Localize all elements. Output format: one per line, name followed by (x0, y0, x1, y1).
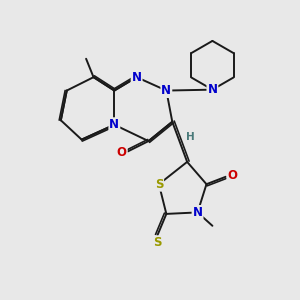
Text: H: H (186, 132, 194, 142)
Text: N: N (161, 84, 171, 97)
Text: O: O (117, 146, 127, 160)
Text: N: N (193, 206, 202, 219)
Text: N: N (132, 71, 142, 84)
Text: N: N (207, 83, 218, 96)
Text: S: S (153, 236, 162, 249)
Text: N: N (109, 118, 119, 131)
Text: O: O (227, 169, 237, 182)
Text: S: S (155, 178, 163, 191)
